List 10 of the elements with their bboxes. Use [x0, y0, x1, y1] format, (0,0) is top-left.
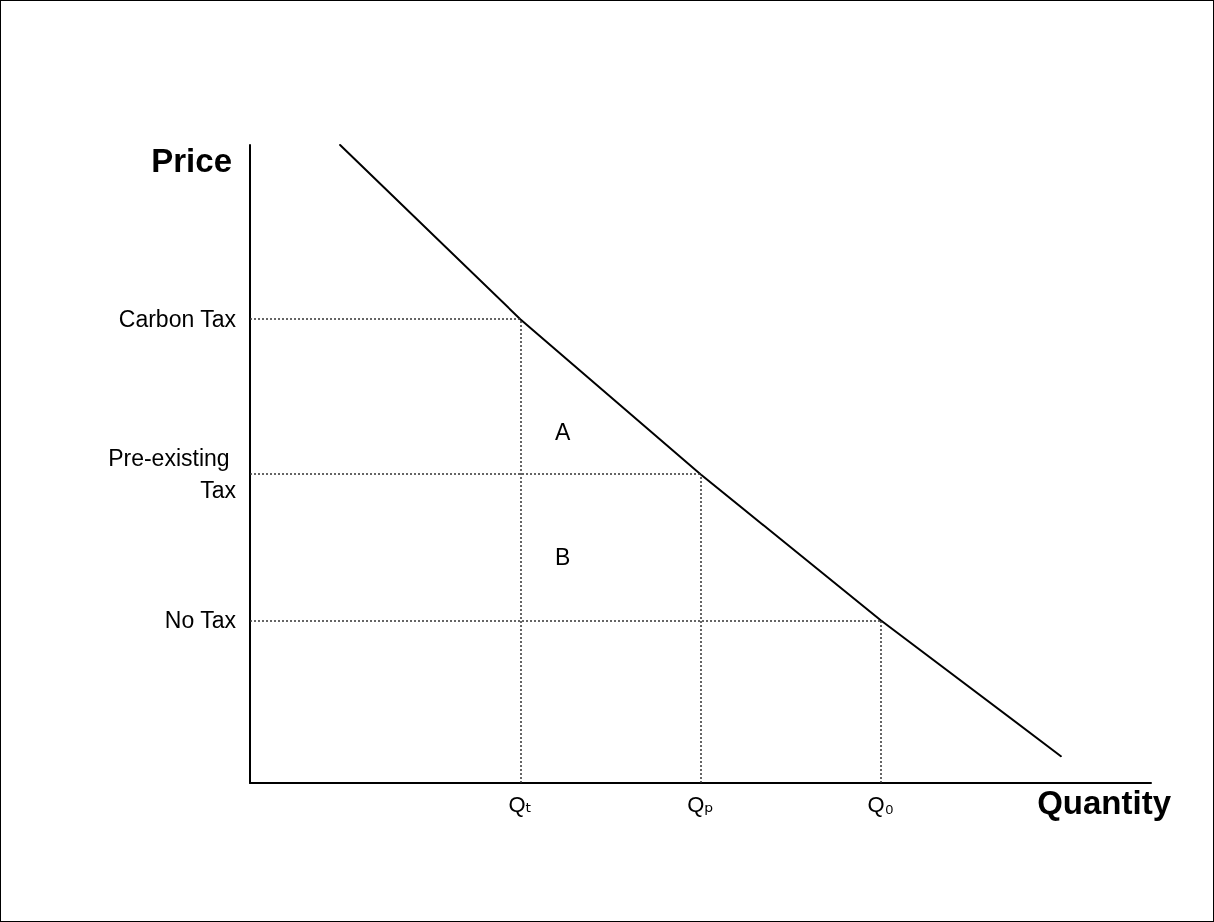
y-axis-title: Price	[151, 141, 232, 179]
x-axis-title: Quantity	[1037, 783, 1172, 821]
x-tick-label: Qₚ	[687, 791, 714, 817]
ref-line-label: Carbon Tax	[118, 306, 237, 333]
x-tick-label: Q₀	[867, 791, 894, 817]
ref-line-label: Pre-existing Tax	[108, 445, 237, 504]
ref-line-label: No Tax	[164, 607, 237, 634]
x-tick-label: Qₜ	[508, 791, 533, 817]
annotation: A	[554, 419, 571, 446]
annotation: B	[554, 544, 571, 571]
